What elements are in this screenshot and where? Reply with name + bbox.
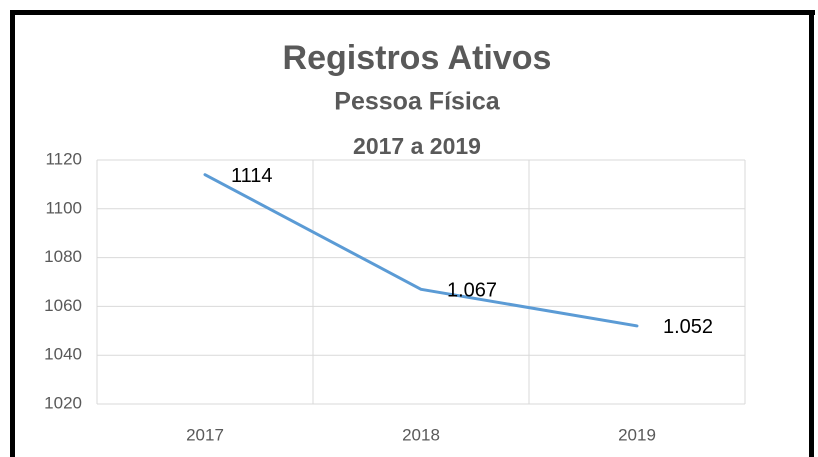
- y-tick-label: 1040: [44, 345, 82, 364]
- frame-left: [10, 10, 15, 457]
- x-tick-label: 2019: [618, 425, 656, 444]
- data-label: 1.067: [447, 280, 497, 302]
- y-tick-label: 1120: [45, 149, 82, 168]
- chart-subtitle: Pessoa Física: [334, 88, 500, 116]
- y-tick-label: 1100: [45, 198, 82, 217]
- chart-title: Registros Ativos: [283, 39, 552, 77]
- x-tick-label: 2018: [402, 425, 440, 444]
- chart-period: 2017 a 2019: [353, 133, 481, 159]
- line: [203, 173, 639, 328]
- y-tick-label: 1060: [44, 296, 82, 315]
- y-tick-label: 1080: [44, 247, 82, 266]
- y-tick-label: 1020: [44, 393, 82, 412]
- frame-top: [10, 10, 815, 15]
- x-tick-label: 2017: [186, 425, 224, 444]
- data-label: 1.052: [663, 316, 713, 338]
- frame-right: [809, 10, 814, 457]
- data-label: 1114: [231, 165, 273, 187]
